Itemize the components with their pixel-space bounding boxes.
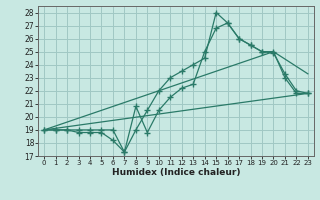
X-axis label: Humidex (Indice chaleur): Humidex (Indice chaleur) bbox=[112, 168, 240, 177]
